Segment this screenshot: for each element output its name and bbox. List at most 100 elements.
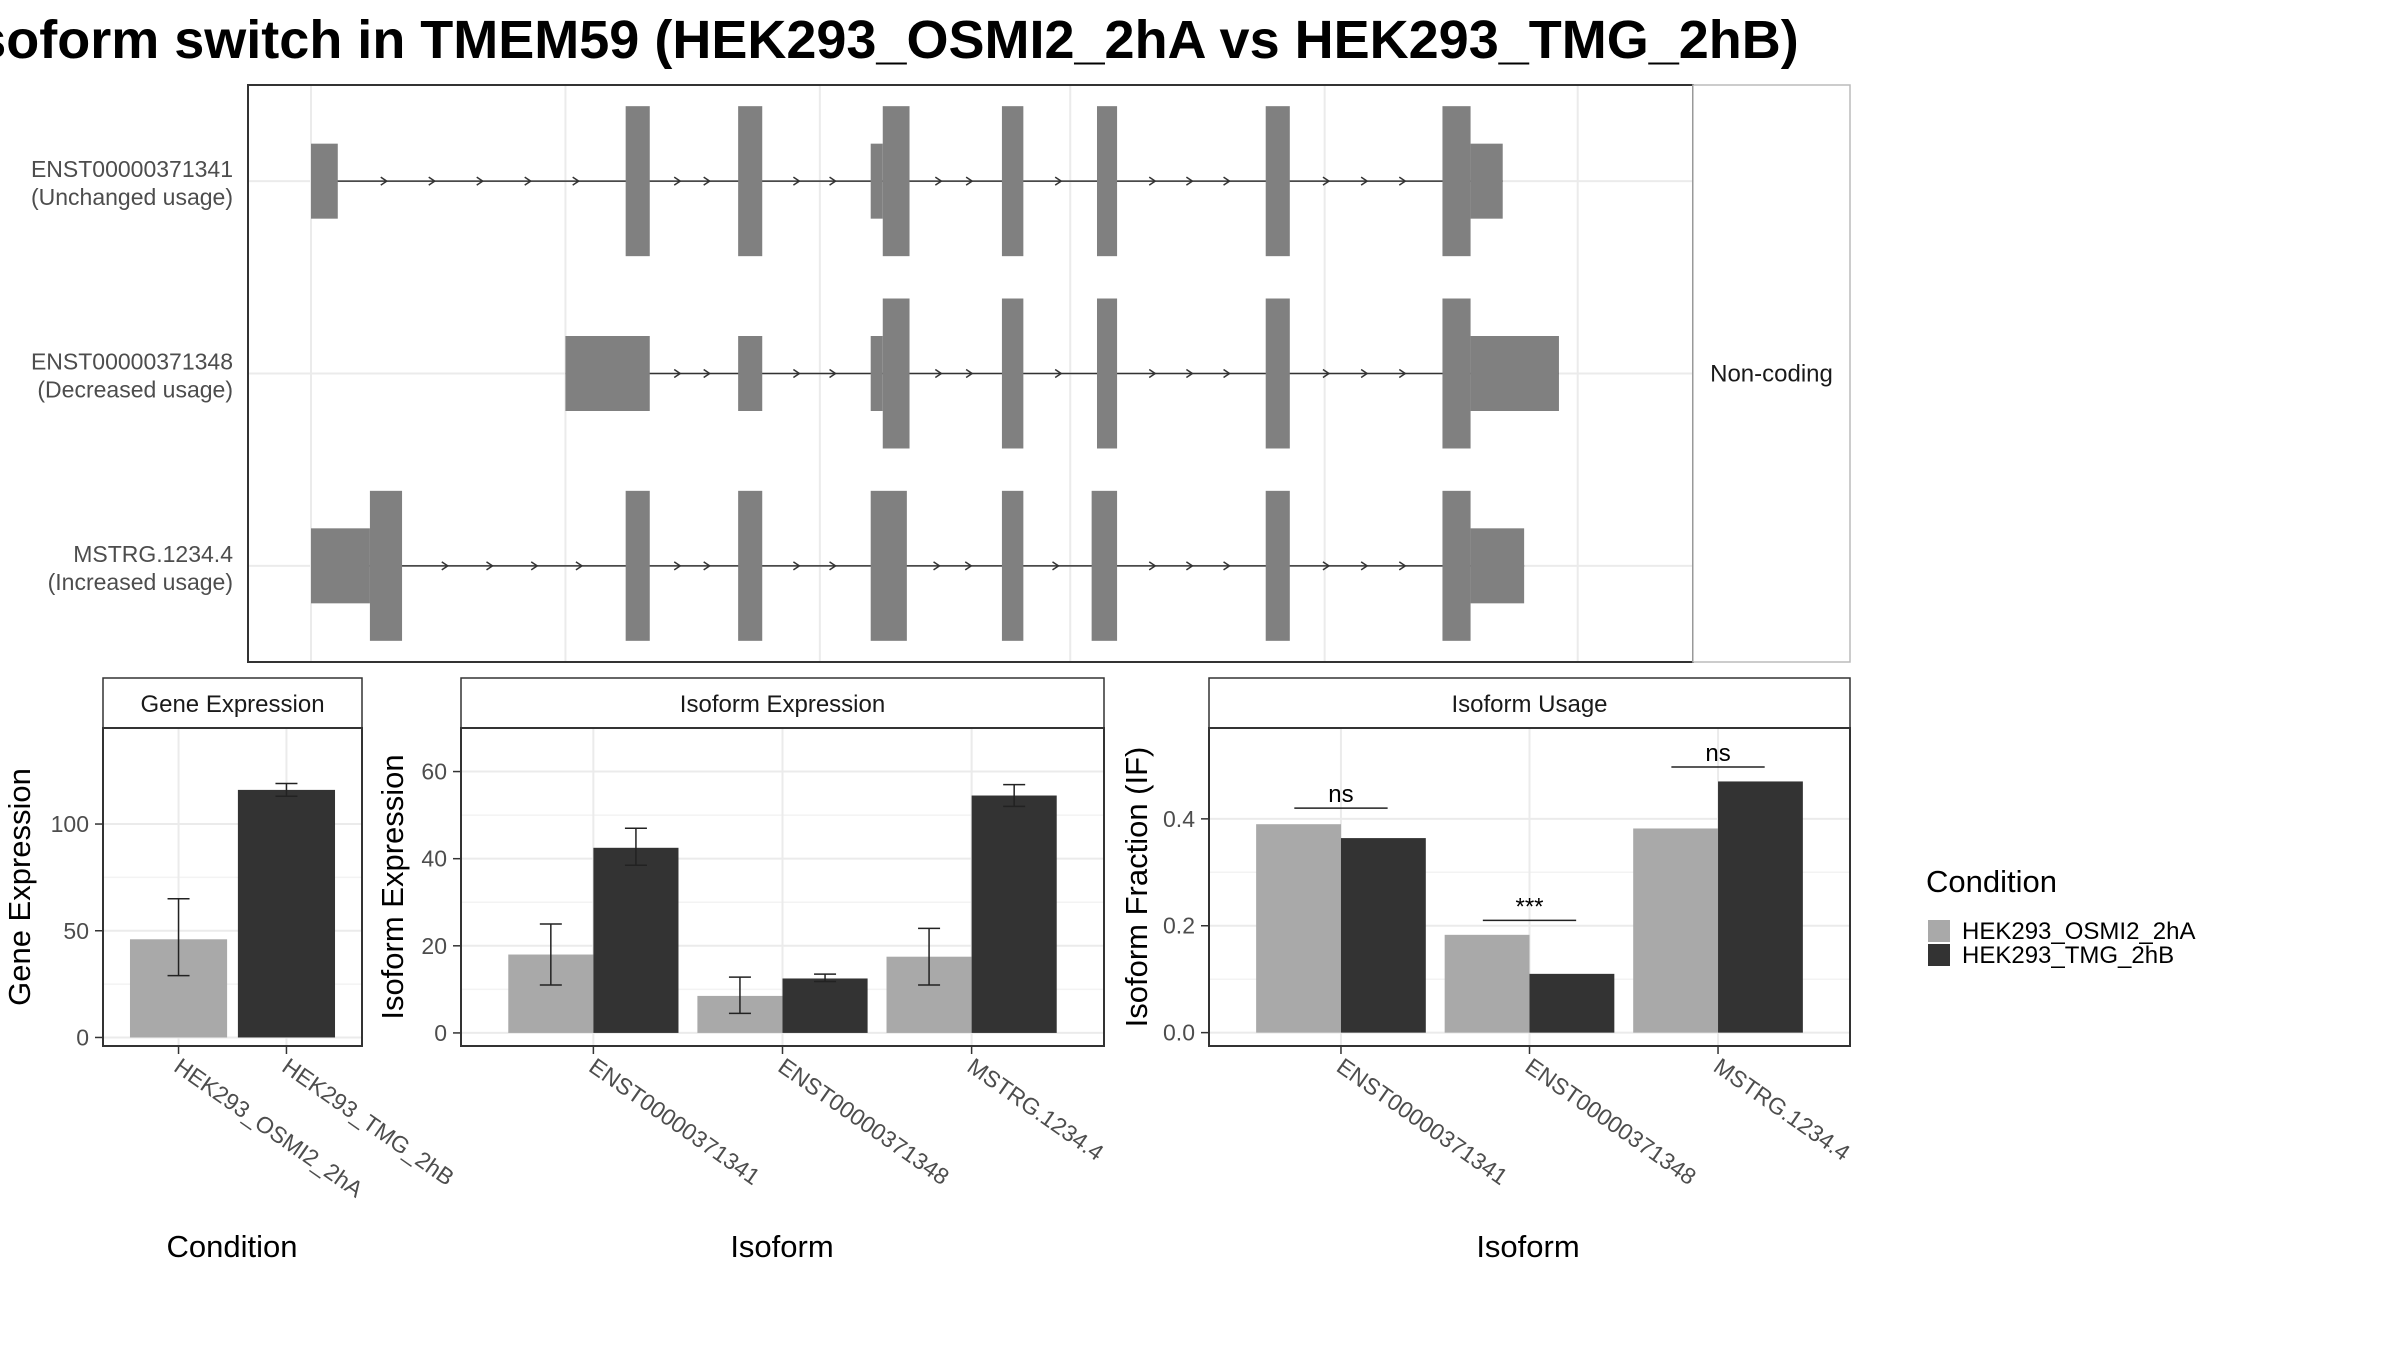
legend-swatch bbox=[1928, 944, 1950, 966]
exon-block bbox=[1001, 298, 1024, 449]
y-axis-title: Gene Expression bbox=[2, 768, 37, 1006]
exon-block bbox=[738, 336, 763, 411]
exon-block bbox=[1470, 336, 1559, 411]
significance-label: ns bbox=[1705, 740, 1730, 767]
strip-box bbox=[460, 677, 1105, 729]
strand-arrow bbox=[572, 176, 581, 186]
transcript-structure-panel: ENST00000371341 (Unchanged usage)ENST0000… bbox=[31, 84, 1851, 663]
exon-block bbox=[1265, 106, 1290, 257]
exon-block bbox=[1265, 298, 1290, 449]
exon-block bbox=[565, 336, 650, 411]
strand-arrow bbox=[792, 561, 801, 571]
strand-arrow bbox=[829, 176, 837, 186]
transcript-label: ENST00000371341 (Unchanged usage) bbox=[31, 156, 233, 210]
strand-arrow bbox=[441, 561, 450, 571]
y-axis-title: Isoform Expression bbox=[375, 754, 410, 1019]
strip-label-noncoding: Non-coding bbox=[1710, 361, 1833, 388]
transcript-id: MSTRG.1234.4 bbox=[73, 541, 233, 567]
y-tick-label: 0 bbox=[76, 1024, 89, 1050]
y-tick-label: 60 bbox=[421, 759, 447, 785]
strand-arrow bbox=[792, 368, 801, 379]
figure-title: Isoform switch in TMEM59 (HEK293_OSMI2_2… bbox=[0, 10, 1799, 70]
transcript-label: ENST00000371348 (Decreased usage) bbox=[31, 349, 233, 403]
bar-HEK293_TMG_2hB-ENST00000371348 bbox=[1529, 973, 1615, 1033]
strand-arrow bbox=[933, 561, 941, 571]
transcript-id: ENST00000371341 bbox=[31, 156, 233, 182]
exon-block bbox=[870, 143, 883, 219]
strand-arrow bbox=[703, 368, 712, 379]
strand-arrow bbox=[1223, 368, 1231, 379]
exon-block bbox=[1442, 298, 1471, 449]
legend-title: Condition bbox=[1926, 864, 2057, 899]
plot-border bbox=[102, 727, 363, 1047]
exon-block bbox=[1001, 106, 1024, 257]
strand-arrow bbox=[524, 176, 533, 186]
x-tick-label: MSTRG.1234.4 bbox=[1709, 1053, 1855, 1166]
exon-block bbox=[1091, 490, 1118, 641]
y-tick-label: 20 bbox=[421, 933, 447, 959]
exon-block bbox=[1096, 106, 1118, 257]
strand-arrow bbox=[703, 561, 712, 571]
strand-arrow bbox=[673, 561, 682, 571]
strand-arrow bbox=[1185, 368, 1194, 379]
strand-arrow bbox=[476, 176, 485, 186]
strand-arrow bbox=[1360, 368, 1369, 379]
exon-block bbox=[1442, 490, 1471, 641]
chart-panel-3: Isoform Usage 0.0 0.2 0.4 ns *** ns ENST0000037… bbox=[1119, 677, 1855, 1264]
transcript-status: (Unchanged usage) bbox=[31, 184, 233, 210]
expression-charts: Gene Expression 0 50 100 HEK293_OSMI2_2hAHEK… bbox=[2, 677, 1855, 1264]
x-tick-label: ENST00000371348 bbox=[1521, 1053, 1701, 1190]
exon-block bbox=[1470, 528, 1525, 604]
strand-arrow bbox=[1398, 561, 1407, 571]
transcript-status: (Increased usage) bbox=[48, 569, 233, 595]
strand-arrow bbox=[829, 561, 837, 571]
exon-block bbox=[882, 298, 910, 449]
transcript-label: MSTRG.1234.4 (Increased usage) bbox=[48, 541, 234, 595]
strip-label: Isoform Expression bbox=[680, 691, 885, 718]
strand-arrow bbox=[380, 176, 389, 186]
x-axis-title: Condition bbox=[167, 1229, 298, 1264]
strand-arrow bbox=[1185, 176, 1194, 186]
strand-arrow bbox=[1054, 176, 1063, 186]
strand-arrow bbox=[965, 176, 974, 186]
strip-label: Isoform Usage bbox=[1451, 691, 1607, 718]
legend-swatch bbox=[1928, 920, 1950, 942]
x-tick-label: ENST00000371341 bbox=[1332, 1053, 1512, 1190]
exon-block bbox=[738, 490, 763, 641]
exon-block bbox=[738, 106, 763, 257]
strand-arrow bbox=[703, 176, 712, 186]
exon-block bbox=[625, 490, 650, 641]
y-tick-label: 0.2 bbox=[1163, 913, 1195, 939]
strand-arrow bbox=[1360, 176, 1369, 186]
y-tick-label: 0.0 bbox=[1163, 1020, 1195, 1046]
x-tick-label: ENST00000371348 bbox=[774, 1053, 954, 1190]
exon-block bbox=[1265, 490, 1290, 641]
legend-label: HEK293_TMG_2hB bbox=[1962, 942, 2174, 969]
transcript-id: ENST00000371348 bbox=[31, 349, 233, 375]
strand-arrow bbox=[1185, 561, 1194, 571]
strand-arrow bbox=[934, 368, 943, 379]
strand-arrow bbox=[1322, 368, 1331, 379]
strand-arrow bbox=[1052, 561, 1060, 571]
significance-label: *** bbox=[1515, 893, 1543, 920]
plot-border bbox=[460, 727, 1105, 1047]
exon-block bbox=[870, 336, 883, 411]
legend-label: HEK293_OSMI2_2hA bbox=[1962, 918, 2195, 945]
y-tick-label: 50 bbox=[63, 918, 89, 944]
strand-arrow bbox=[486, 561, 494, 571]
exon-block bbox=[1001, 490, 1024, 641]
strand-arrow bbox=[1398, 176, 1407, 186]
strand-arrow bbox=[1223, 561, 1231, 571]
x-tick-label: MSTRG.1234.4 bbox=[963, 1053, 1109, 1166]
significance-label: ns bbox=[1328, 781, 1353, 808]
strand-arrow bbox=[1322, 561, 1331, 571]
exon-block bbox=[1442, 106, 1471, 257]
strip-box bbox=[102, 677, 363, 729]
bar-HEK293_OSMI2_2hA-ENST00000371341 bbox=[1256, 824, 1341, 1033]
exon-block bbox=[870, 490, 907, 641]
structure-strip bbox=[1692, 84, 1851, 663]
bar-HEK293_TMG_2hB-ENST00000371341 bbox=[593, 847, 679, 1033]
strip-box bbox=[1208, 677, 1851, 729]
exon-block bbox=[311, 528, 370, 604]
